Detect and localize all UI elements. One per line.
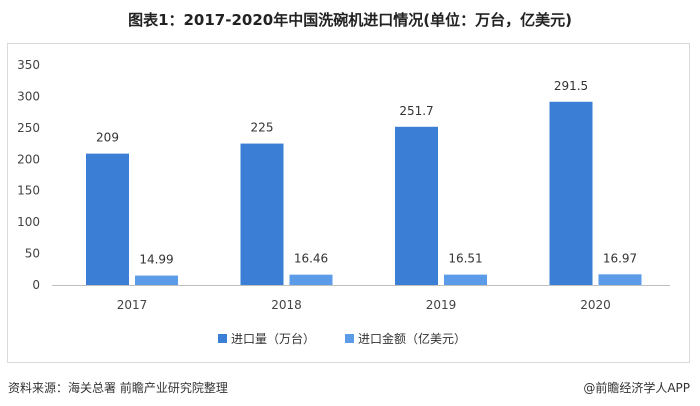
legend-swatch <box>218 334 227 343</box>
chart-frame <box>7 43 690 363</box>
y-tick-label: 0 <box>32 278 40 292</box>
bar <box>240 143 284 285</box>
bar <box>598 274 642 285</box>
data-label: 225 <box>251 121 274 135</box>
data-label: 14.99 <box>139 253 173 267</box>
data-label: 16.46 <box>294 252 328 266</box>
bar <box>135 275 178 285</box>
data-label: 16.51 <box>448 252 482 266</box>
x-tick-label: 2018 <box>271 298 302 312</box>
x-tick-label: 2017 <box>117 298 148 312</box>
legend-label: 进口金额（亿美元） <box>358 331 466 346</box>
y-tick-label: 200 <box>17 152 40 166</box>
source-note: 资料来源：海关总署 前瞻产业研究院整理 <box>8 381 228 395</box>
bar <box>289 274 333 285</box>
legend-swatch <box>345 334 354 343</box>
data-label: 291.5 <box>554 79 588 93</box>
y-tick-label: 150 <box>17 184 40 198</box>
bar <box>395 126 438 285</box>
bar <box>549 101 593 286</box>
x-tick-label: 2020 <box>580 298 611 312</box>
x-tick-label: 2019 <box>426 298 457 312</box>
data-label: 209 <box>96 131 119 145</box>
chart-title: 图表1：2017-2020年中国洗碗机进口情况(单位：万台，亿美元) <box>128 11 572 29</box>
y-tick-label: 300 <box>17 89 40 103</box>
y-tick-label: 350 <box>17 58 40 72</box>
brand-label: @前瞻经济学人APP <box>583 381 690 395</box>
y-tick-label: 250 <box>17 121 40 135</box>
bar <box>86 153 129 285</box>
data-label: 16.97 <box>603 251 637 265</box>
legend-label: 进口量（万台） <box>231 331 315 346</box>
y-tick-label: 100 <box>17 215 40 229</box>
bar <box>444 274 487 285</box>
data-label: 251.7 <box>399 104 433 118</box>
y-tick-label: 50 <box>25 247 40 261</box>
